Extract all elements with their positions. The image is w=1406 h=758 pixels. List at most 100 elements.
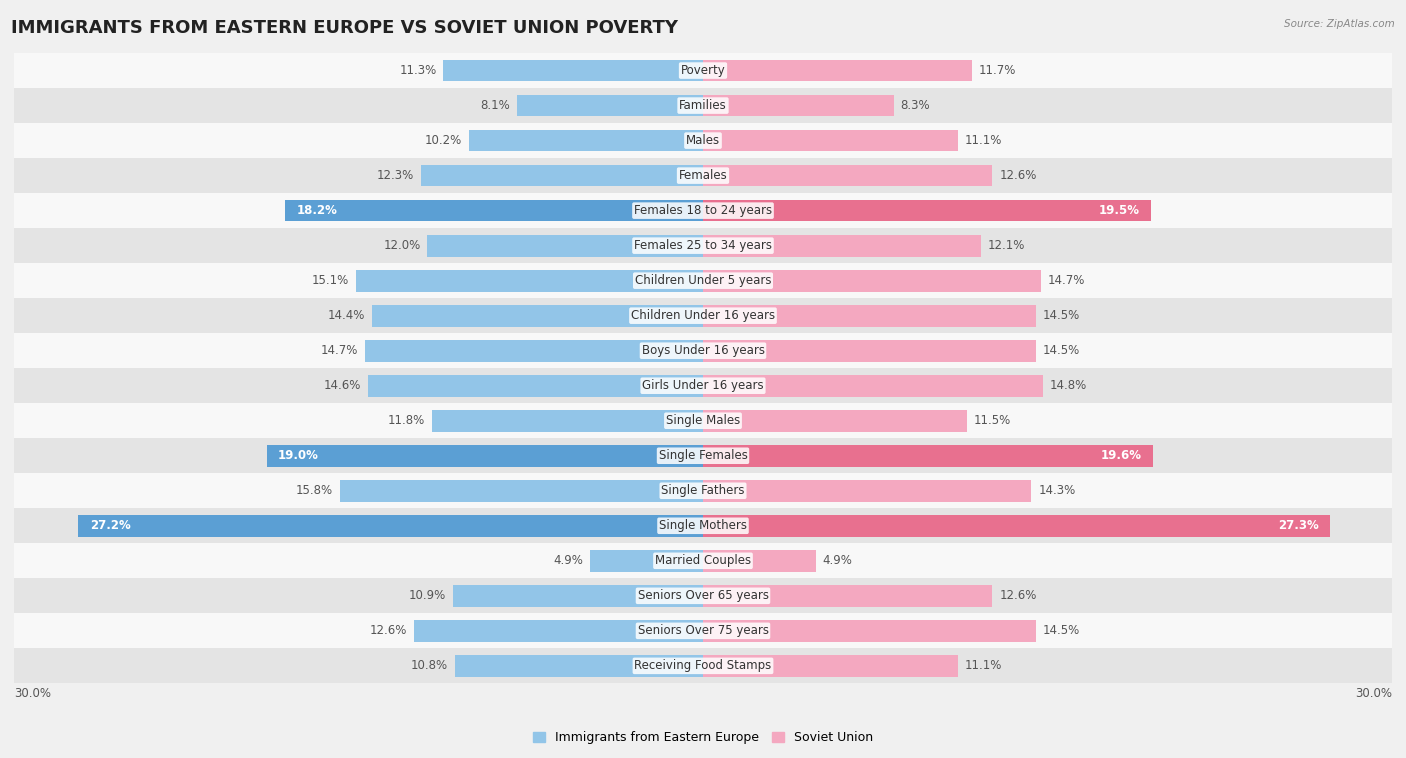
Bar bbox=[453, 585, 703, 606]
Bar bbox=[14, 509, 1392, 543]
Text: 12.0%: 12.0% bbox=[384, 240, 420, 252]
Legend: Immigrants from Eastern Europe, Soviet Union: Immigrants from Eastern Europe, Soviet U… bbox=[527, 726, 879, 749]
Bar bbox=[413, 620, 703, 642]
Bar bbox=[432, 410, 703, 431]
Text: Seniors Over 65 years: Seniors Over 65 years bbox=[637, 589, 769, 603]
Bar bbox=[420, 164, 703, 186]
Bar bbox=[703, 200, 1152, 221]
Bar bbox=[14, 298, 1392, 334]
Bar bbox=[14, 578, 1392, 613]
Text: Receiving Food Stamps: Receiving Food Stamps bbox=[634, 659, 772, 672]
Bar bbox=[703, 270, 1040, 292]
Text: 10.8%: 10.8% bbox=[411, 659, 449, 672]
Bar bbox=[14, 334, 1392, 368]
Text: 11.1%: 11.1% bbox=[965, 659, 1002, 672]
Text: Males: Males bbox=[686, 134, 720, 147]
Text: Children Under 16 years: Children Under 16 years bbox=[631, 309, 775, 322]
Text: 11.8%: 11.8% bbox=[388, 414, 425, 428]
Text: 19.0%: 19.0% bbox=[278, 449, 319, 462]
Text: Source: ZipAtlas.com: Source: ZipAtlas.com bbox=[1284, 19, 1395, 29]
Bar bbox=[703, 164, 993, 186]
Bar bbox=[703, 235, 981, 256]
Text: 14.5%: 14.5% bbox=[1043, 309, 1080, 322]
Text: 12.6%: 12.6% bbox=[1000, 169, 1036, 182]
Text: 11.5%: 11.5% bbox=[974, 414, 1011, 428]
Text: 4.9%: 4.9% bbox=[823, 554, 852, 567]
Bar bbox=[14, 438, 1392, 473]
Text: 14.4%: 14.4% bbox=[328, 309, 366, 322]
Text: 19.5%: 19.5% bbox=[1098, 204, 1139, 217]
Bar bbox=[14, 228, 1392, 263]
Text: Single Females: Single Females bbox=[658, 449, 748, 462]
Bar bbox=[14, 473, 1392, 509]
Bar bbox=[703, 375, 1043, 396]
Bar bbox=[703, 410, 967, 431]
Bar bbox=[703, 480, 1032, 502]
Bar bbox=[14, 613, 1392, 648]
Bar bbox=[703, 585, 993, 606]
Bar bbox=[14, 53, 1392, 88]
Text: 15.1%: 15.1% bbox=[312, 274, 349, 287]
Bar bbox=[14, 263, 1392, 298]
Text: Females 18 to 24 years: Females 18 to 24 years bbox=[634, 204, 772, 217]
Bar bbox=[703, 620, 1036, 642]
Bar bbox=[456, 655, 703, 677]
Bar bbox=[703, 340, 1036, 362]
Bar bbox=[14, 403, 1392, 438]
Text: 12.1%: 12.1% bbox=[988, 240, 1025, 252]
Text: 30.0%: 30.0% bbox=[1355, 687, 1392, 700]
Text: 15.8%: 15.8% bbox=[297, 484, 333, 497]
Text: 10.2%: 10.2% bbox=[425, 134, 461, 147]
Bar bbox=[14, 88, 1392, 123]
Text: Poverty: Poverty bbox=[681, 64, 725, 77]
Text: Single Males: Single Males bbox=[666, 414, 740, 428]
Text: 11.3%: 11.3% bbox=[399, 64, 437, 77]
Text: 12.6%: 12.6% bbox=[1000, 589, 1036, 603]
Bar bbox=[14, 543, 1392, 578]
Text: 14.8%: 14.8% bbox=[1050, 379, 1087, 392]
Text: 19.6%: 19.6% bbox=[1101, 449, 1142, 462]
Bar bbox=[517, 95, 703, 117]
Text: Single Mothers: Single Mothers bbox=[659, 519, 747, 532]
Text: 11.7%: 11.7% bbox=[979, 64, 1017, 77]
Bar bbox=[427, 235, 703, 256]
Text: 14.5%: 14.5% bbox=[1043, 344, 1080, 357]
Text: 14.3%: 14.3% bbox=[1038, 484, 1076, 497]
Bar bbox=[285, 200, 703, 221]
Bar bbox=[703, 130, 957, 152]
Text: Families: Families bbox=[679, 99, 727, 112]
Text: 30.0%: 30.0% bbox=[14, 687, 51, 700]
Text: 11.1%: 11.1% bbox=[965, 134, 1002, 147]
Bar bbox=[14, 123, 1392, 158]
Text: 14.5%: 14.5% bbox=[1043, 625, 1080, 637]
Text: 14.6%: 14.6% bbox=[323, 379, 361, 392]
Bar bbox=[703, 515, 1330, 537]
Bar bbox=[356, 270, 703, 292]
Text: 8.1%: 8.1% bbox=[481, 99, 510, 112]
Bar bbox=[591, 550, 703, 572]
Text: Females: Females bbox=[679, 169, 727, 182]
Text: Single Fathers: Single Fathers bbox=[661, 484, 745, 497]
Bar bbox=[703, 60, 972, 81]
Text: Females 25 to 34 years: Females 25 to 34 years bbox=[634, 240, 772, 252]
Text: IMMIGRANTS FROM EASTERN EUROPE VS SOVIET UNION POVERTY: IMMIGRANTS FROM EASTERN EUROPE VS SOVIET… bbox=[11, 19, 678, 37]
Bar bbox=[373, 305, 703, 327]
Text: 12.6%: 12.6% bbox=[370, 625, 406, 637]
Bar bbox=[267, 445, 703, 467]
Text: Girls Under 16 years: Girls Under 16 years bbox=[643, 379, 763, 392]
Bar bbox=[703, 655, 957, 677]
Text: Married Couples: Married Couples bbox=[655, 554, 751, 567]
Bar bbox=[14, 368, 1392, 403]
Text: 27.2%: 27.2% bbox=[90, 519, 131, 532]
Text: 14.7%: 14.7% bbox=[321, 344, 359, 357]
Bar bbox=[79, 515, 703, 537]
Bar bbox=[368, 375, 703, 396]
Text: 4.9%: 4.9% bbox=[554, 554, 583, 567]
Bar bbox=[14, 193, 1392, 228]
Bar bbox=[14, 648, 1392, 684]
Text: 14.7%: 14.7% bbox=[1047, 274, 1085, 287]
Bar bbox=[468, 130, 703, 152]
Bar bbox=[703, 305, 1036, 327]
Bar bbox=[14, 158, 1392, 193]
Bar bbox=[443, 60, 703, 81]
